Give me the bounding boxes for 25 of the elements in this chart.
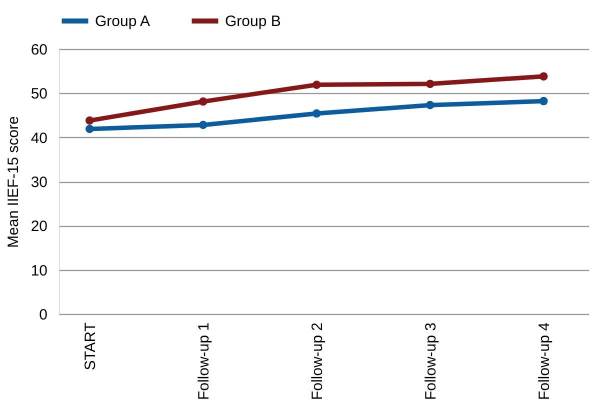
point <box>198 97 208 106</box>
point <box>198 120 208 130</box>
point <box>312 109 321 118</box>
x-tick-label: Follow-up 1 <box>196 322 213 400</box>
y-tick-label: 60 <box>30 42 48 58</box>
legend-label: Group B <box>225 13 281 30</box>
y-tick-label: 30 <box>30 174 48 191</box>
y-tick-label: 20 <box>30 218 48 236</box>
point <box>85 124 94 134</box>
point <box>426 80 434 88</box>
x-tick-label: Follow-up 3 <box>422 322 440 400</box>
x-tick-label: Follow-up 2 <box>309 322 326 400</box>
point <box>312 80 321 89</box>
x-tick-label: Follow-up 4 <box>536 322 554 400</box>
y-tick-label: 0 <box>39 306 48 324</box>
point <box>426 100 434 110</box>
y-tick-label: 50 <box>30 86 48 103</box>
y-tick-label: 10 <box>30 262 48 280</box>
point <box>85 116 94 125</box>
legend-label: Group A <box>95 13 150 30</box>
point <box>539 96 548 106</box>
y-axis-title: Mean IIEF-15 score <box>4 116 22 248</box>
y-tick-label: 40 <box>30 130 48 147</box>
point <box>539 72 548 81</box>
x-tick-label: START <box>82 322 100 370</box>
